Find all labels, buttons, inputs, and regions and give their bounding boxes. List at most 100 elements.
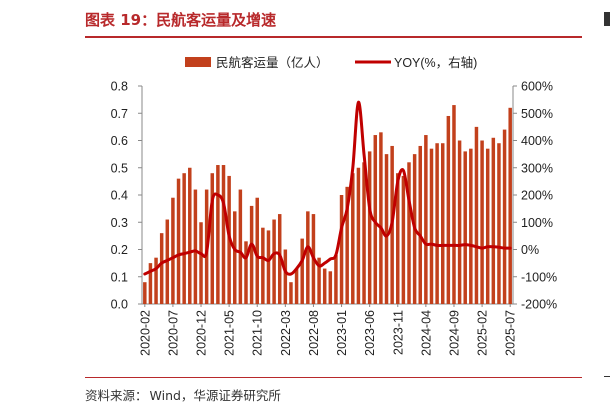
source-label: 资料来源： — [85, 388, 148, 403]
bar — [171, 197, 175, 304]
footer-rule — [85, 377, 582, 378]
x-tick-label: 2022-03 — [279, 310, 293, 356]
adjacent-panel-edge-bottom — [604, 376, 610, 377]
bar — [272, 219, 276, 304]
x-tick-label: 2022-08 — [307, 310, 321, 356]
bar — [283, 249, 288, 304]
bar — [143, 282, 147, 304]
bar — [176, 178, 181, 304]
bar — [440, 143, 445, 304]
right-tick-label: 300% — [521, 161, 553, 175]
x-tick-label: 2023-11 — [391, 310, 405, 355]
bar — [435, 143, 439, 304]
bar — [328, 271, 333, 304]
source-note: 资料来源： Wind，华源证券研究所 — [85, 385, 281, 404]
bar — [261, 227, 265, 304]
bar — [418, 145, 422, 304]
bar — [485, 148, 490, 304]
bar — [401, 175, 406, 304]
bar — [210, 173, 215, 304]
bar — [452, 105, 456, 304]
x-tick-label: 2020-12 — [195, 310, 209, 356]
bar — [474, 126, 479, 304]
bar — [339, 195, 344, 304]
right-tick-label: 400% — [521, 134, 553, 148]
bar — [457, 140, 462, 304]
bar — [244, 241, 248, 304]
left-tick-label: 0.3 — [111, 216, 128, 230]
bar — [277, 214, 282, 304]
bar — [306, 211, 310, 304]
bar — [300, 238, 304, 304]
right-tick-label: 600% — [521, 80, 553, 94]
combo-chart: 0.0 0.1 0.2 0.3 0.4 0.5 0.6 0.7 0.8 -200% -100% 0% 1… — [111, 55, 558, 356]
right-tick-label: 0% — [521, 243, 539, 257]
right-tick-label: -100% — [521, 270, 557, 284]
bar — [429, 148, 434, 304]
bar — [233, 211, 237, 304]
bar — [249, 205, 254, 304]
bar — [480, 140, 484, 304]
bar — [497, 143, 501, 304]
x-tick-label: 2025-02 — [476, 310, 490, 356]
x-tick-label: 2021-05 — [223, 310, 237, 356]
bar — [159, 233, 164, 304]
bar — [193, 189, 198, 304]
bar — [148, 263, 153, 304]
bar — [255, 197, 259, 304]
legend-line-label: YOY(%，右轴) — [394, 55, 477, 70]
x-tick-label: 2021-10 — [251, 310, 265, 356]
bar — [188, 167, 192, 304]
x-tick-label: 2024-04 — [419, 310, 433, 356]
x-tick-label: 2020-07 — [166, 310, 180, 356]
bar — [508, 107, 512, 304]
chart-container: 0.0 0.1 0.2 0.3 0.4 0.5 0.6 0.7 0.8 -200% -100% 0% 1… — [85, 40, 595, 370]
bar — [199, 222, 203, 304]
yoy-line — [143, 100, 512, 276]
left-tick-label: 0.1 — [111, 270, 128, 284]
chart-title: 图表 19：民航客运量及增速 — [85, 11, 277, 29]
bar — [294, 268, 299, 304]
left-tick-label: 0.2 — [111, 243, 128, 257]
bar — [384, 154, 389, 304]
title-underline — [85, 36, 582, 38]
bar — [469, 148, 473, 304]
bar — [362, 162, 366, 304]
left-tick-label: 0.4 — [111, 189, 128, 203]
left-tick-label: 0.8 — [111, 80, 128, 94]
bar — [317, 257, 321, 304]
bar — [322, 268, 327, 304]
x-tick-label: 2025-07 — [504, 310, 518, 356]
legend-bar-swatch — [185, 57, 211, 67]
bar — [238, 189, 243, 304]
x-tick-label: 2020-02 — [138, 310, 152, 356]
bar — [182, 173, 186, 304]
source-text: Wind，华源证券研究所 — [149, 388, 281, 403]
bar — [424, 135, 428, 304]
legend-bar-label: 民航客运量（亿人） — [216, 55, 329, 70]
bar — [221, 165, 226, 304]
bar — [463, 151, 467, 304]
bar — [407, 162, 411, 304]
bar — [502, 129, 507, 304]
bar — [396, 173, 400, 304]
bar — [356, 167, 361, 304]
x-tick-label: 2024-09 — [447, 310, 461, 356]
right-tick-label: 500% — [521, 107, 553, 121]
left-tick-label: 0.7 — [111, 107, 128, 121]
x-tick-label: 2023-01 — [335, 310, 349, 356]
bar — [334, 254, 338, 304]
left-tick-label: 0.5 — [111, 161, 128, 175]
bar — [289, 282, 293, 304]
left-tick-label: 0.0 — [111, 298, 128, 312]
right-tick-label: 200% — [521, 189, 553, 203]
bar — [373, 135, 378, 304]
bar — [345, 186, 349, 304]
left-tick-label: 0.6 — [111, 134, 128, 148]
right-tick-label: 100% — [521, 216, 553, 230]
bar — [491, 137, 496, 304]
bar — [216, 165, 220, 304]
bar — [351, 173, 355, 304]
adjacent-panel-edge — [604, 12, 610, 26]
bar — [266, 230, 271, 304]
